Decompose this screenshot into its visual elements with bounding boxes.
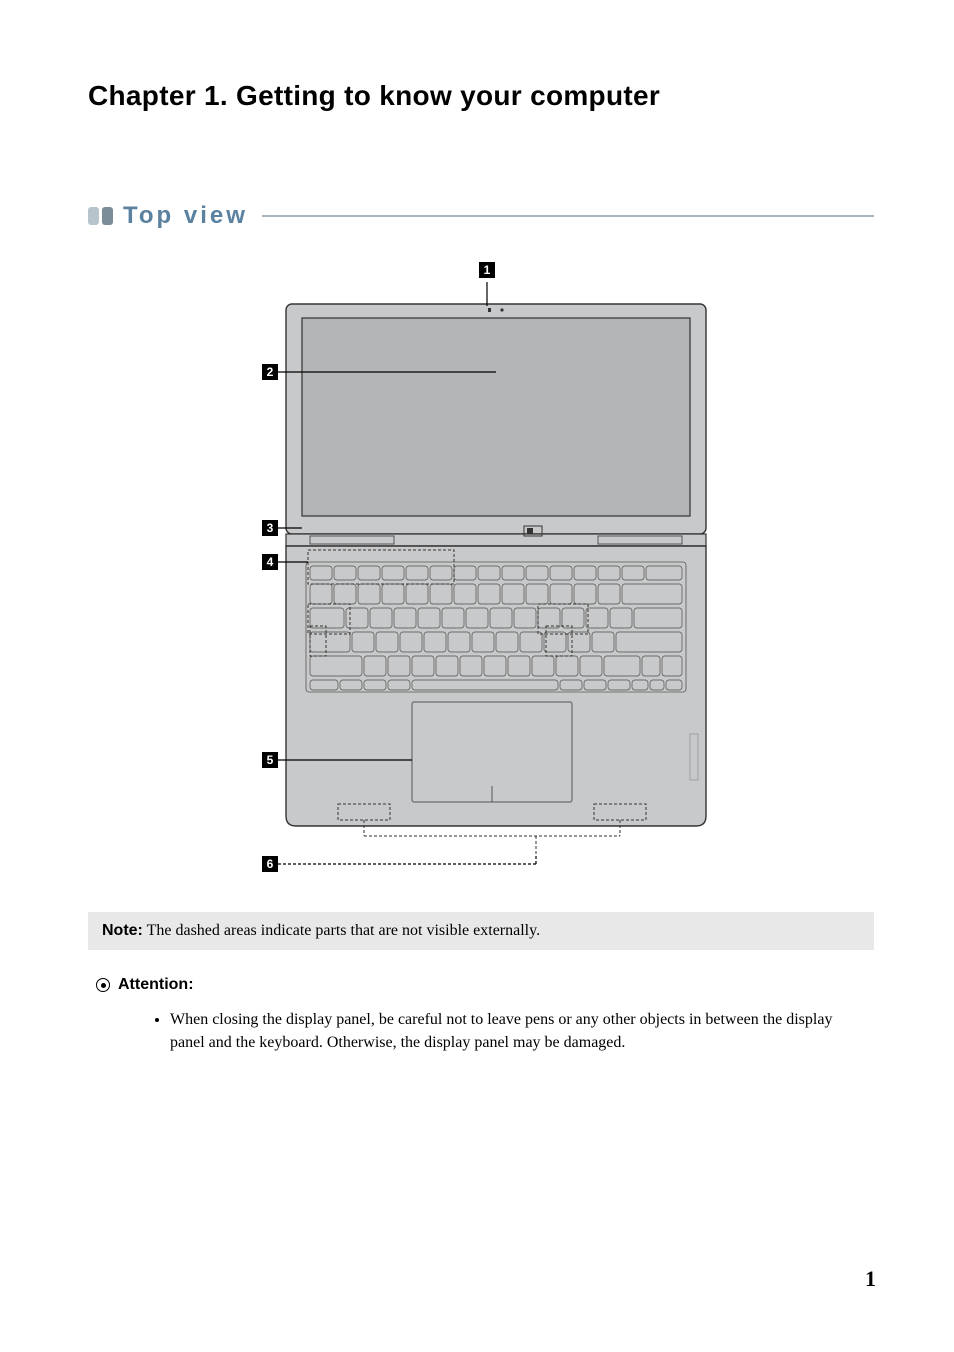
note-box: Note: The dashed areas indicate parts th… — [88, 912, 874, 950]
note-text: The dashed areas indicate parts that are… — [143, 922, 540, 939]
page-number: 1 — [865, 1266, 876, 1292]
attention-icon — [96, 978, 110, 992]
section-rule — [262, 215, 874, 217]
svg-text:3: 3 — [267, 521, 274, 535]
attention-header: Attention: — [96, 976, 874, 994]
svg-text:5: 5 — [267, 753, 274, 767]
svg-text:4: 4 — [267, 555, 274, 569]
svg-text:1: 1 — [484, 263, 491, 277]
laptop-lid — [286, 304, 706, 534]
section-title: Top view — [123, 202, 248, 230]
attention-list: When closing the display panel, be caref… — [170, 1008, 874, 1054]
chapter-title: Chapter 1. Getting to know your computer — [88, 80, 874, 112]
note-label: Note: — [102, 922, 143, 939]
section-header: Top view — [88, 202, 874, 230]
svg-text:6: 6 — [267, 857, 274, 871]
attention-item: When closing the display panel, be caref… — [170, 1008, 854, 1054]
attention-label: Attention: — [118, 976, 194, 994]
section-bullets-icon — [88, 207, 113, 225]
svg-text:2: 2 — [267, 365, 274, 379]
top-view-diagram: 1 2 3 4 5 6 — [88, 256, 874, 876]
laptop-base — [286, 546, 706, 856]
